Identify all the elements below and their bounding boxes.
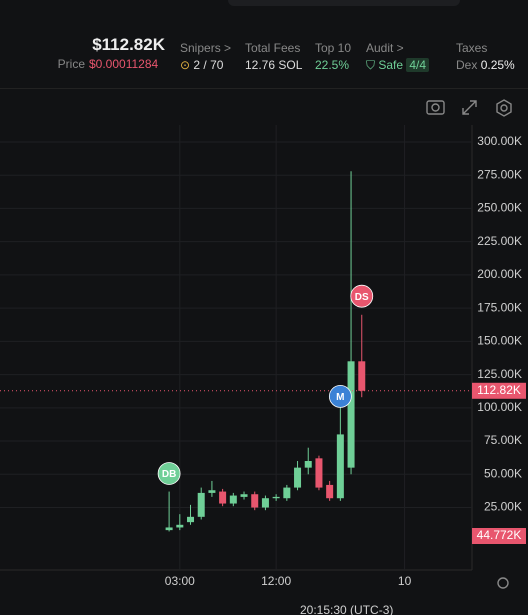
y-tick-label: 250.00K (477, 201, 522, 215)
settings-icon[interactable] (496, 99, 512, 117)
y-tick-label: 125.00K (477, 367, 522, 381)
x-tick-label: 03:00 (165, 574, 195, 588)
candle-body (251, 494, 259, 508)
candle-body (283, 487, 291, 499)
candle-body (229, 495, 237, 504)
candle-body (304, 460, 312, 468)
candle-body (176, 524, 184, 528)
candle-body (272, 496, 280, 499)
bottom-label: 44.772K (477, 528, 522, 542)
y-tick-label: 50.00K (484, 466, 522, 480)
market-cap: $112.82K (92, 35, 165, 54)
stat-label: Total Fees (245, 41, 301, 55)
top-tab (228, 0, 460, 6)
y-tick-label: 150.00K (477, 334, 522, 348)
last-price-box (472, 382, 526, 399)
y-tick-label: 225.00K (477, 234, 522, 248)
y-tick-label: 100.00K (477, 400, 522, 414)
marker (328, 384, 352, 408)
y-tick-label: 275.00K (477, 167, 522, 181)
candle-body (240, 494, 248, 497)
y-tick-label: 175.00K (477, 300, 522, 314)
marker (350, 284, 374, 308)
last-price-label: 112.82K (477, 383, 521, 397)
x-tick-label: 12:00 (261, 574, 291, 588)
marker-label: DB (162, 469, 176, 480)
candle-body (165, 527, 173, 531)
stat-value: Dex 0.25% (456, 58, 515, 72)
stat-value: ⛉ Safe 4/4 (366, 58, 430, 73)
stat-value: 12.76 SOL (245, 58, 303, 72)
stat-label: Top 10 (315, 41, 352, 55)
candle-body (219, 491, 227, 504)
stat-value: 22.5% (315, 58, 350, 72)
y-tick-label: 200.00K (477, 267, 522, 281)
stat-value: ⊙ 2 / 70 (180, 58, 224, 72)
stat-label: Snipers > (180, 41, 232, 55)
stat-text: Safe (378, 58, 404, 72)
y-tick-label: 300.00K (477, 134, 522, 148)
stat-text: 0.25% (480, 58, 515, 72)
stat-text: 2 / 70 (193, 58, 224, 72)
candle-body (315, 458, 323, 488)
x-tick-label: 10 (398, 574, 412, 588)
candle-body (197, 492, 205, 517)
marker-label: DS (355, 292, 369, 303)
candle-body (208, 490, 216, 493)
candle-body (261, 498, 269, 508)
settings-dot (500, 104, 508, 112)
stat-label: Taxes (456, 41, 488, 55)
candle-body (347, 361, 355, 468)
camera-icon[interactable] (426, 100, 445, 115)
stat-prefix: Dex (456, 58, 478, 72)
y-tick-label: 75.00K (484, 433, 522, 447)
marker (157, 462, 181, 485)
candle-body (294, 467, 302, 488)
price: $0.00011284 (89, 57, 159, 71)
gear-icon[interactable] (497, 577, 509, 589)
candle-body (187, 516, 195, 523)
price-label: Price (57, 57, 85, 71)
expand-icon[interactable] (462, 100, 477, 115)
y-tick-label: 25.00K (484, 500, 522, 514)
candle-body (326, 484, 334, 499)
marker-label: M (336, 392, 344, 403)
bottom-label-box (472, 528, 526, 544)
candle-body (336, 434, 344, 499)
stat-label: Audit > (366, 41, 404, 55)
candle-body (358, 361, 366, 391)
camera-lens (431, 103, 440, 112)
time-label: 20:15:30 (UTC-3) (300, 603, 393, 615)
divider (0, 88, 528, 89)
badge: 4/4 (406, 58, 430, 72)
